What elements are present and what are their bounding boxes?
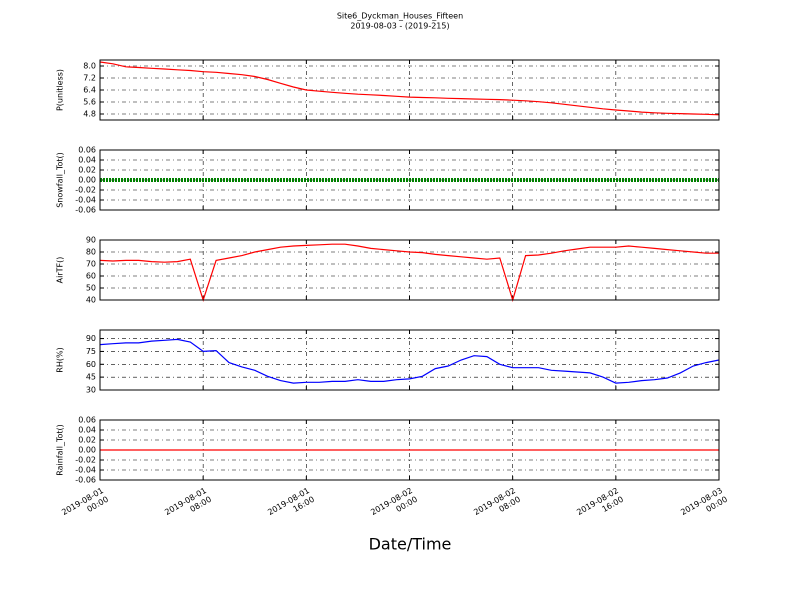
y-axis-label: Snowfall_Tot(): [56, 152, 65, 208]
data-line: [99, 338, 720, 384]
y-tick-label: 8.0: [83, 62, 96, 71]
y-tick-label: 0.04: [78, 426, 96, 435]
y-tick-label: 0.02: [78, 166, 96, 175]
y-tick-label: 70: [86, 260, 96, 269]
y-tick-label: 0.00: [78, 176, 96, 185]
y-tick-label: -0.06: [75, 206, 96, 215]
y-tick-label: 4.8: [83, 110, 96, 119]
y-tick-label: 0.00: [78, 446, 96, 455]
y-tick-label: -0.04: [75, 196, 96, 205]
chart-subtitle: 2019-08-03 - (2019-215): [350, 22, 449, 31]
axes-frame: [99, 59, 720, 121]
y-tick-label: 0.04: [78, 156, 96, 165]
y-tick-label: 40: [86, 296, 96, 305]
y-axis-label: P(unitless): [56, 69, 65, 111]
y-tick-label: 7.2: [83, 74, 96, 83]
y-tick-label: 90: [86, 236, 96, 245]
y-tick-label: 80: [86, 248, 96, 257]
y-tick-label: -0.02: [75, 186, 96, 195]
y-tick-label: -0.06: [75, 476, 96, 485]
y-tick-label: 5.6: [83, 98, 96, 107]
y-tick-label: 60: [86, 360, 96, 369]
y-tick-label: 0.06: [78, 416, 96, 425]
y-axis-label: RH(%): [56, 347, 65, 372]
chart-title: Site6_Dyckman_Houses_Fifteen: [337, 12, 463, 21]
axes-frame: [99, 149, 720, 211]
y-tick-label: -0.02: [75, 456, 96, 465]
data-line: [99, 61, 720, 116]
y-tick-label: 6.4: [83, 86, 96, 95]
y-axis-label: Rainfall_Tot(): [56, 424, 65, 476]
axes-frame: [99, 419, 720, 481]
y-tick-label: 45: [86, 373, 96, 382]
y-tick-label: 60: [86, 272, 96, 281]
y-tick-label: 30: [86, 386, 96, 395]
y-tick-label: 50: [86, 284, 96, 293]
y-tick-label: 75: [86, 347, 96, 356]
y-tick-label: 0.06: [78, 146, 96, 155]
y-tick-label: -0.04: [75, 466, 96, 475]
y-axis-label: AirTF(): [56, 257, 65, 284]
y-tick-label: 0.02: [78, 436, 96, 445]
axes-frame: [99, 239, 720, 301]
y-tick-label: 90: [86, 334, 96, 343]
axes-frame: [99, 329, 720, 391]
x-axis-label: Date/Time: [369, 535, 452, 554]
